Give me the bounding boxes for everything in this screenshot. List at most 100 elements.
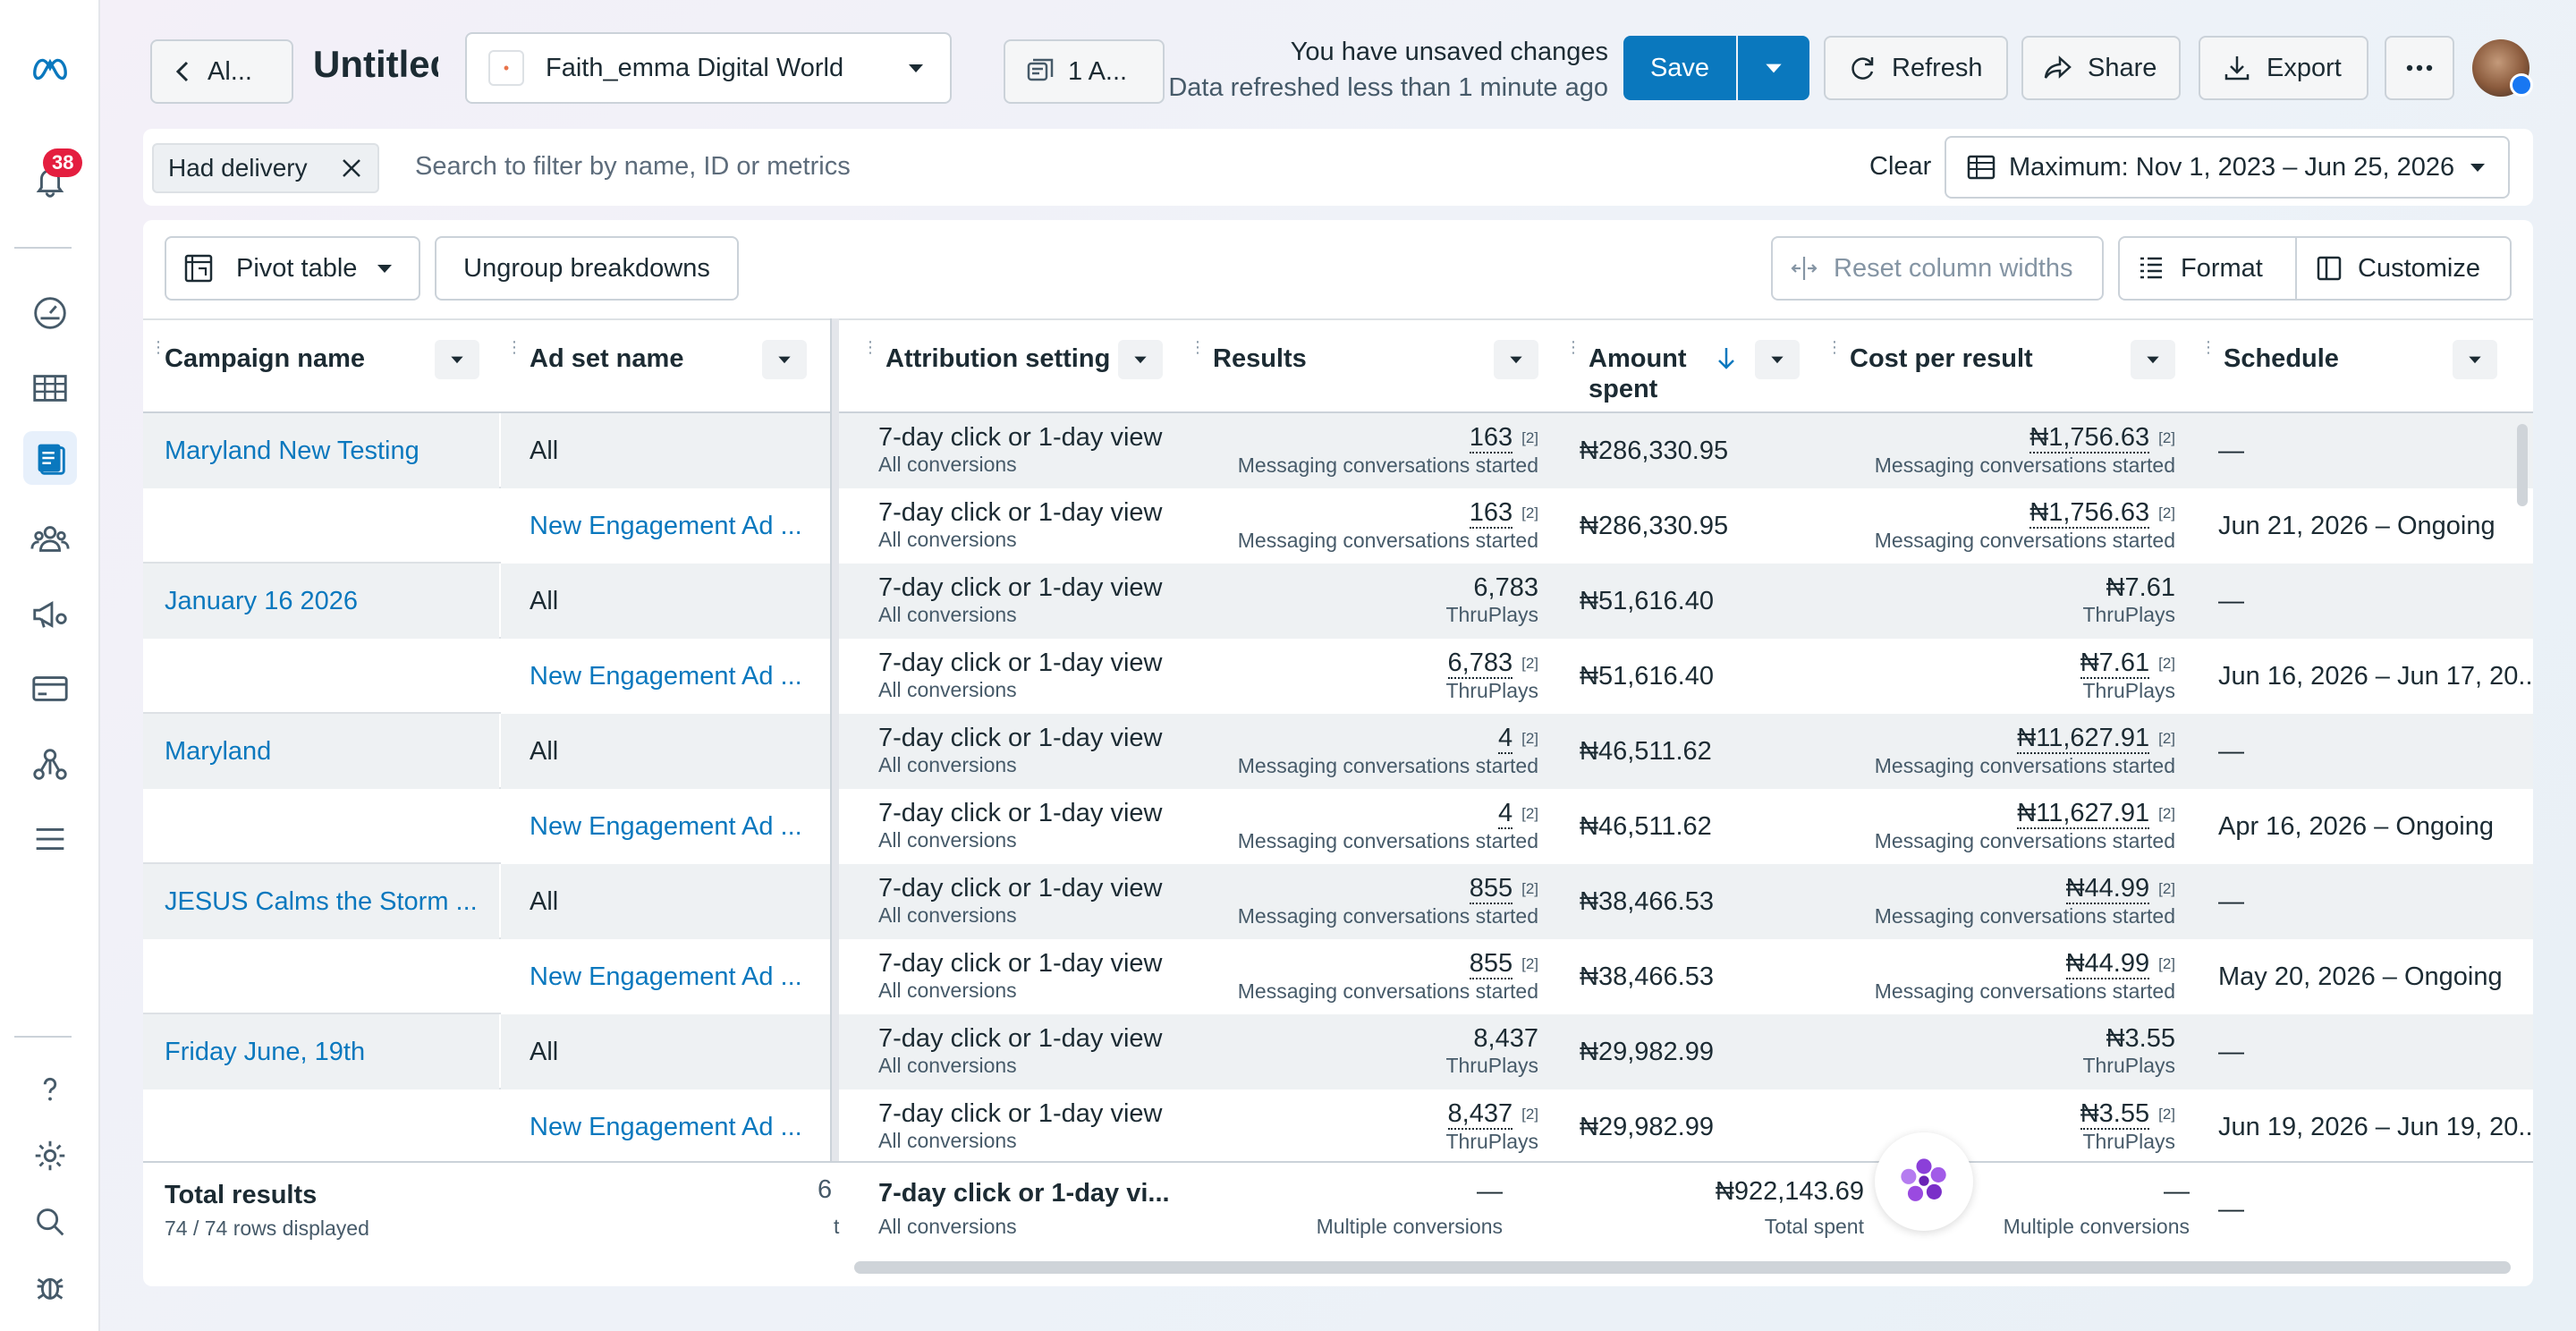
- campaign-name-link[interactable]: JESUS Calms the Storm ...: [165, 887, 478, 916]
- ad-set-name-cell[interactable]: New Engagement Ad ...: [501, 488, 830, 564]
- assistant-flower-icon[interactable]: [1875, 1132, 1973, 1231]
- campaign-name-link[interactable]: Maryland: [165, 737, 272, 766]
- refresh-button[interactable]: Refresh: [1824, 36, 2008, 100]
- table-row[interactable]: 7-day click or 1-day view All conversions…: [143, 789, 2533, 864]
- ad-set-name-cell[interactable]: New Engagement Ad ...: [501, 789, 830, 864]
- cost-per-result-value[interactable]: ₦1,756.63: [2029, 423, 2150, 454]
- billing-card-icon[interactable]: [23, 662, 77, 716]
- reports-icon[interactable]: [23, 431, 77, 485]
- column-header-campaign-name[interactable]: Campaign name: [165, 344, 365, 373]
- ad-set-name-link[interactable]: New Engagement Ad ...: [530, 512, 802, 540]
- table-row[interactable]: 7-day click or 1-day view All conversions…: [143, 714, 2533, 789]
- drag-handle-icon[interactable]: ⋮: [862, 338, 878, 356]
- results-value[interactable]: 855: [1469, 949, 1513, 979]
- drag-handle-icon[interactable]: ⋮: [1190, 338, 1206, 356]
- results-value[interactable]: 4: [1497, 724, 1513, 754]
- ad-set-name-link[interactable]: New Engagement Ad ...: [530, 962, 802, 991]
- table-grid-icon[interactable]: [23, 361, 77, 415]
- more-options-button[interactable]: [2385, 36, 2454, 100]
- campaign-name-cell[interactable]: JESUS Calms the Storm ...: [143, 864, 499, 939]
- ads-selector[interactable]: 1 A...: [1004, 39, 1165, 104]
- clear-filters-button[interactable]: Clear: [1869, 152, 1932, 181]
- campaign-name-link[interactable]: Maryland New Testing: [165, 437, 419, 465]
- column-header-cost-per-result[interactable]: Cost per result: [1850, 344, 2033, 373]
- ad-account-selector[interactable]: • Faith_emma Digital World: [465, 32, 952, 104]
- table-row[interactable]: 7-day click or 1-day view All conversions…: [143, 413, 2533, 488]
- column-header-attribution-setting[interactable]: Attribution setting: [886, 344, 1111, 373]
- campaign-name-cell[interactable]: Maryland: [143, 714, 499, 789]
- all-tools-menu-icon[interactable]: [23, 812, 77, 866]
- back-button[interactable]: Al...: [150, 39, 293, 104]
- ad-set-name-cell[interactable]: New Engagement Ad ...: [501, 939, 830, 1014]
- results-value[interactable]: 163: [1469, 498, 1513, 529]
- meta-logo-icon[interactable]: [23, 41, 77, 95]
- column-menu-button[interactable]: [1118, 340, 1163, 379]
- dashboard-gauge-icon[interactable]: [23, 286, 77, 340]
- ad-set-name-cell[interactable]: New Engagement Ad ...: [501, 1089, 830, 1165]
- results-value[interactable]: 4: [1497, 799, 1513, 829]
- table-row[interactable]: 7-day click or 1-day view All conversions…: [143, 864, 2533, 939]
- results-value[interactable]: 855: [1469, 874, 1513, 904]
- export-button[interactable]: Export: [2199, 36, 2368, 100]
- cost-per-result-value[interactable]: ₦11,627.91: [2017, 724, 2150, 754]
- table-row[interactable]: 7-day click or 1-day view All conversions…: [143, 939, 2533, 1014]
- campaign-name-cell[interactable]: Maryland New Testing: [143, 413, 499, 488]
- column-menu-button[interactable]: [1755, 340, 1800, 379]
- table-row[interactable]: 7-day click or 1-day view All conversions…: [143, 1014, 2533, 1089]
- table-row[interactable]: 7-day click or 1-day view All conversions…: [143, 1089, 2533, 1165]
- drag-handle-icon[interactable]: ⋮: [506, 338, 522, 356]
- ad-set-name-cell[interactable]: New Engagement Ad ...: [501, 639, 830, 714]
- horizontal-scrollbar[interactable]: [854, 1261, 2511, 1274]
- drag-handle-icon[interactable]: ⋮: [1826, 338, 1843, 356]
- campaign-name-link[interactable]: January 16 2026: [165, 587, 359, 615]
- search-input[interactable]: Search to filter by name, ID or metrics: [415, 152, 851, 181]
- results-value[interactable]: 163: [1469, 423, 1513, 454]
- drag-handle-icon[interactable]: ⋮: [2200, 338, 2216, 356]
- campaign-name-cell[interactable]: January 16 2026: [143, 564, 499, 639]
- column-header-schedule[interactable]: Schedule: [2224, 344, 2339, 373]
- cost-per-result-value[interactable]: ₦1,756.63: [2029, 498, 2150, 529]
- ungroup-breakdowns-button[interactable]: Ungroup breakdowns: [435, 236, 739, 301]
- ad-set-name-link[interactable]: New Engagement Ad ...: [530, 662, 802, 691]
- column-header-amount-spent[interactable]: Amount spent: [1589, 320, 1687, 415]
- campaign-name-link[interactable]: Friday June, 19th: [165, 1038, 366, 1066]
- cost-per-result-value[interactable]: ₦44.99: [2065, 949, 2150, 979]
- cost-per-result-value[interactable]: ₦3.55: [2080, 1099, 2150, 1130]
- pivot-table-button[interactable]: Pivot table: [165, 236, 420, 301]
- vertical-scrollbar[interactable]: [2517, 424, 2528, 506]
- bug-report-icon[interactable]: [23, 1259, 77, 1313]
- save-options-button[interactable]: [1738, 36, 1809, 100]
- cost-per-result-value[interactable]: ₦44.99: [2065, 874, 2150, 904]
- audiences-icon[interactable]: [23, 512, 77, 565]
- ad-set-name-link[interactable]: New Engagement Ad ...: [530, 1113, 802, 1141]
- customize-button[interactable]: Customize: [2295, 236, 2512, 301]
- drag-handle-icon[interactable]: ⋮: [150, 338, 166, 356]
- column-menu-button[interactable]: [2131, 340, 2175, 379]
- settings-gear-icon[interactable]: [23, 1129, 77, 1183]
- close-icon[interactable]: [338, 155, 365, 182]
- results-value[interactable]: 6,783: [1447, 649, 1513, 679]
- results-value[interactable]: 8,437: [1447, 1099, 1513, 1130]
- table-row[interactable]: 7-day click or 1-day view All conversions…: [143, 564, 2533, 639]
- business-network-icon[interactable]: [23, 737, 77, 791]
- campaigns-megaphone-icon[interactable]: [23, 587, 77, 640]
- sort-descending-icon[interactable]: [1714, 345, 1739, 372]
- report-title[interactable]: Untitled: [313, 43, 438, 85]
- column-menu-button[interactable]: [2453, 340, 2497, 379]
- format-button[interactable]: Format: [2118, 236, 2297, 301]
- column-header-results[interactable]: Results: [1213, 344, 1307, 373]
- table-row[interactable]: 7-day click or 1-day view All conversions…: [143, 488, 2533, 564]
- column-header-ad-set-name[interactable]: Ad set name: [530, 344, 684, 373]
- campaign-name-cell[interactable]: Friday June, 19th: [143, 1014, 499, 1089]
- save-button[interactable]: Save: [1623, 36, 1736, 100]
- drag-handle-icon[interactable]: ⋮: [1565, 338, 1581, 356]
- filter-chip-had-delivery[interactable]: Had delivery: [152, 143, 379, 193]
- column-menu-button[interactable]: [1494, 340, 1538, 379]
- column-menu-button[interactable]: [762, 340, 807, 379]
- cost-per-result-value[interactable]: ₦7.61: [2080, 649, 2150, 679]
- table-row[interactable]: 7-day click or 1-day view All conversions…: [143, 639, 2533, 714]
- search-icon[interactable]: [23, 1195, 77, 1249]
- help-icon[interactable]: [23, 1063, 77, 1116]
- column-menu-button[interactable]: [435, 340, 479, 379]
- cost-per-result-value[interactable]: ₦11,627.91: [2017, 799, 2150, 829]
